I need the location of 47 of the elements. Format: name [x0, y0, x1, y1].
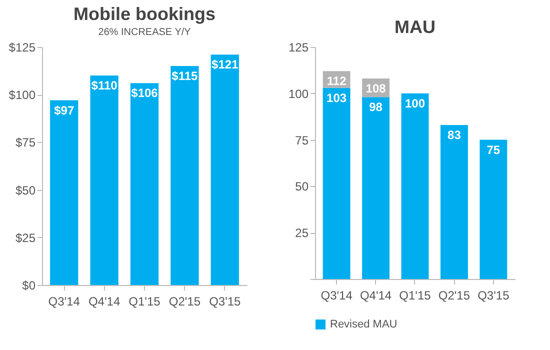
bar — [480, 140, 508, 279]
data-label: $110 — [91, 78, 118, 93]
y-tick-label: 100 — [288, 86, 309, 101]
chart-title: MAU — [394, 17, 436, 37]
x-tick-label: Q3'14 — [320, 288, 353, 302]
x-tick-label: Q4'14 — [360, 288, 392, 302]
data-label: $106 — [131, 86, 158, 100]
y-tick-label: $0 — [22, 278, 36, 292]
x-tick-label: Q1'15 — [128, 294, 161, 308]
legend-label: Revised MAU — [330, 318, 398, 330]
total-label: 112 — [326, 74, 347, 88]
data-label: $121 — [212, 58, 239, 72]
data-label: $97 — [54, 103, 74, 118]
y-tick-label: 125 — [288, 40, 309, 54]
bar — [440, 124, 468, 279]
data-label: 100 — [404, 96, 426, 110]
data-label: 83 — [448, 128, 462, 142]
x-tick-label: Q2'15 — [438, 288, 470, 302]
x-tick-label: Q3'15 — [478, 288, 510, 302]
x-tick-label: Q3'14 — [48, 294, 80, 308]
y-tick-label: 75 — [295, 133, 309, 148]
x-tick-label: Q3'15 — [209, 294, 242, 308]
y-tick-label: 50 — [295, 180, 309, 194]
bar — [210, 54, 239, 285]
data-label: 75 — [486, 142, 500, 157]
data-label: $115 — [172, 69, 198, 84]
y-tick-label: $125 — [8, 40, 36, 54]
chart-title: Mobile bookings — [74, 4, 216, 24]
total-label: 108 — [366, 82, 386, 96]
data-label: 98 — [369, 100, 383, 114]
x-tick-label: Q2'15 — [168, 294, 201, 308]
x-tick-label: Q4'14 — [88, 294, 120, 308]
bar — [170, 66, 199, 285]
bar — [362, 97, 390, 279]
y-tick-label: $25 — [15, 230, 36, 245]
bar — [322, 88, 350, 279]
data-label: 103 — [326, 90, 347, 105]
y-tick-label: $75 — [15, 136, 36, 150]
bar — [130, 83, 159, 285]
y-tick-label: $100 — [8, 88, 36, 102]
bar — [90, 76, 118, 285]
bar — [50, 100, 78, 285]
y-tick-label: $50 — [15, 183, 36, 198]
chart-subtitle: 26% INCREASE Y/Y — [98, 27, 192, 38]
bar — [401, 93, 429, 279]
x-tick-label: Q1'15 — [399, 288, 432, 302]
y-tick-label: 25 — [295, 226, 309, 240]
